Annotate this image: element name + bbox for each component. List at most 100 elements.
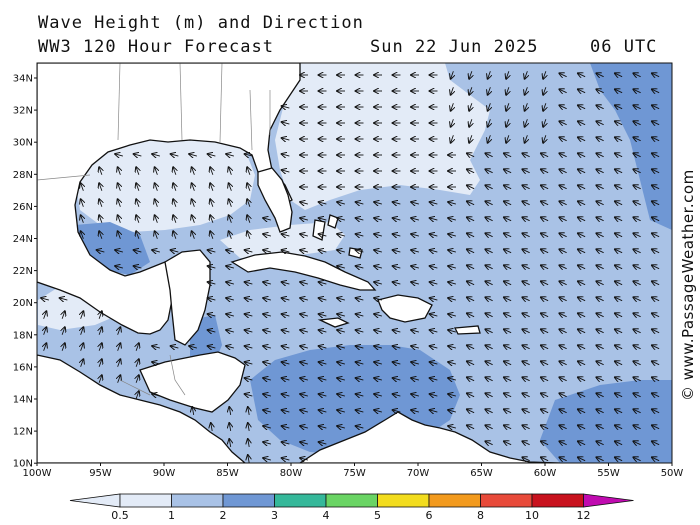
model-subtitle: WW3 120 Hour Forecast [38, 37, 274, 57]
wave-arrow [578, 153, 586, 156]
wave-arrow [485, 153, 493, 156]
lat-label: 18N [13, 330, 33, 341]
wave-arrow [319, 298, 327, 300]
wave-arrow [559, 217, 567, 220]
wave-arrow [192, 231, 195, 239]
wave-arrow [155, 199, 158, 207]
wave-arrow [393, 394, 401, 396]
wave-arrow [356, 410, 364, 412]
wave-arrow [467, 409, 475, 412]
wave-arrow [596, 121, 604, 124]
wave-arrow [467, 425, 475, 428]
wave-arrow [263, 282, 271, 284]
wave-arrow [300, 394, 308, 396]
wave-arrow [504, 441, 512, 444]
wave-arrow [411, 362, 419, 364]
wave-arrow [522, 441, 530, 444]
wave-arrow [374, 282, 382, 284]
wave-arrow [615, 169, 623, 172]
wave-arrow [319, 362, 327, 364]
wave-arrow [615, 233, 623, 236]
wave-arrow [485, 169, 493, 172]
wave-arrow [211, 423, 212, 432]
wave-arrow [596, 409, 604, 412]
wave-arrow [374, 298, 382, 300]
wave-arrow [448, 362, 456, 364]
lat-label: 28N [13, 170, 33, 181]
wave-arrow [248, 423, 249, 432]
wave-arrow [173, 215, 176, 223]
wave-arrow [155, 231, 158, 239]
wave-arrow [337, 330, 345, 332]
colorbar-label: 2 [220, 509, 227, 522]
wave-arrow [652, 137, 660, 140]
wave-arrow [356, 426, 364, 428]
wave-arrow [319, 410, 327, 412]
wave-arrow [578, 121, 586, 124]
wave-arrow [448, 410, 456, 412]
wave-arrow [596, 345, 604, 348]
wave-arrow [136, 359, 139, 367]
wave-arrow [615, 249, 623, 252]
wave-arrow [337, 266, 345, 268]
wave-arrow [522, 265, 530, 268]
wave-arrow [488, 135, 491, 143]
wave-arrow [467, 153, 475, 156]
wave-arrow [118, 359, 121, 367]
wave-arrow [596, 313, 604, 316]
wave-arrow [469, 119, 472, 127]
wave-arrow [337, 298, 345, 300]
wave-arrow [652, 409, 660, 412]
lat-label: 34N [13, 74, 33, 85]
colorbar-label: 1 [168, 509, 175, 522]
wave-arrow [245, 154, 253, 156]
wave-arrow [559, 201, 567, 204]
wave-arrow [374, 346, 382, 348]
wave-arrow [559, 441, 567, 444]
wave-arrow [282, 170, 290, 172]
wave-arrow [504, 249, 512, 252]
wave-arrow [44, 343, 47, 351]
wave-arrow [504, 265, 512, 268]
wave-arrow [393, 362, 401, 364]
wave-arrow [596, 329, 604, 332]
wave-arrow [97, 250, 105, 252]
wave-arrow [485, 249, 493, 252]
wave-arrow [485, 345, 493, 348]
wave-arrow [448, 314, 456, 316]
wave-arrow [448, 266, 456, 268]
wave-arrow [485, 393, 493, 396]
wave-arrow [247, 215, 250, 223]
wave-arrow [263, 394, 271, 396]
wave-arrow [282, 346, 290, 348]
wave-arrow [229, 199, 232, 207]
wave-arrow [596, 441, 604, 444]
wave-arrow [633, 265, 641, 268]
wave-arrow [282, 154, 290, 156]
wave-arrow [467, 361, 475, 364]
wave-arrow [578, 73, 586, 76]
wave-arrow [210, 167, 213, 175]
wave-arrow [208, 330, 216, 332]
puerto-rico-land [453, 325, 481, 335]
wave-arrow [300, 442, 308, 444]
lat-label: 14N [13, 395, 33, 406]
wave-arrow [356, 362, 364, 364]
wave-arrow [430, 218, 438, 220]
wave-arrow [118, 199, 121, 207]
wave-arrow [578, 105, 586, 108]
wave-arrow [247, 183, 250, 191]
wave-arrow [488, 87, 491, 95]
wave-arrow [522, 393, 530, 396]
lon-label: 70W [407, 468, 430, 479]
wave-arrow [44, 327, 47, 335]
wave-arrow [81, 215, 84, 223]
wave-arrow [451, 135, 454, 143]
wave-arrow [155, 167, 158, 175]
wave-arrow [596, 153, 604, 156]
wave-arrow [615, 441, 623, 444]
wave-arrow [300, 378, 308, 380]
lat-label: 24N [13, 234, 33, 245]
wave-arrow [522, 185, 530, 188]
wave-arrow [559, 121, 567, 124]
